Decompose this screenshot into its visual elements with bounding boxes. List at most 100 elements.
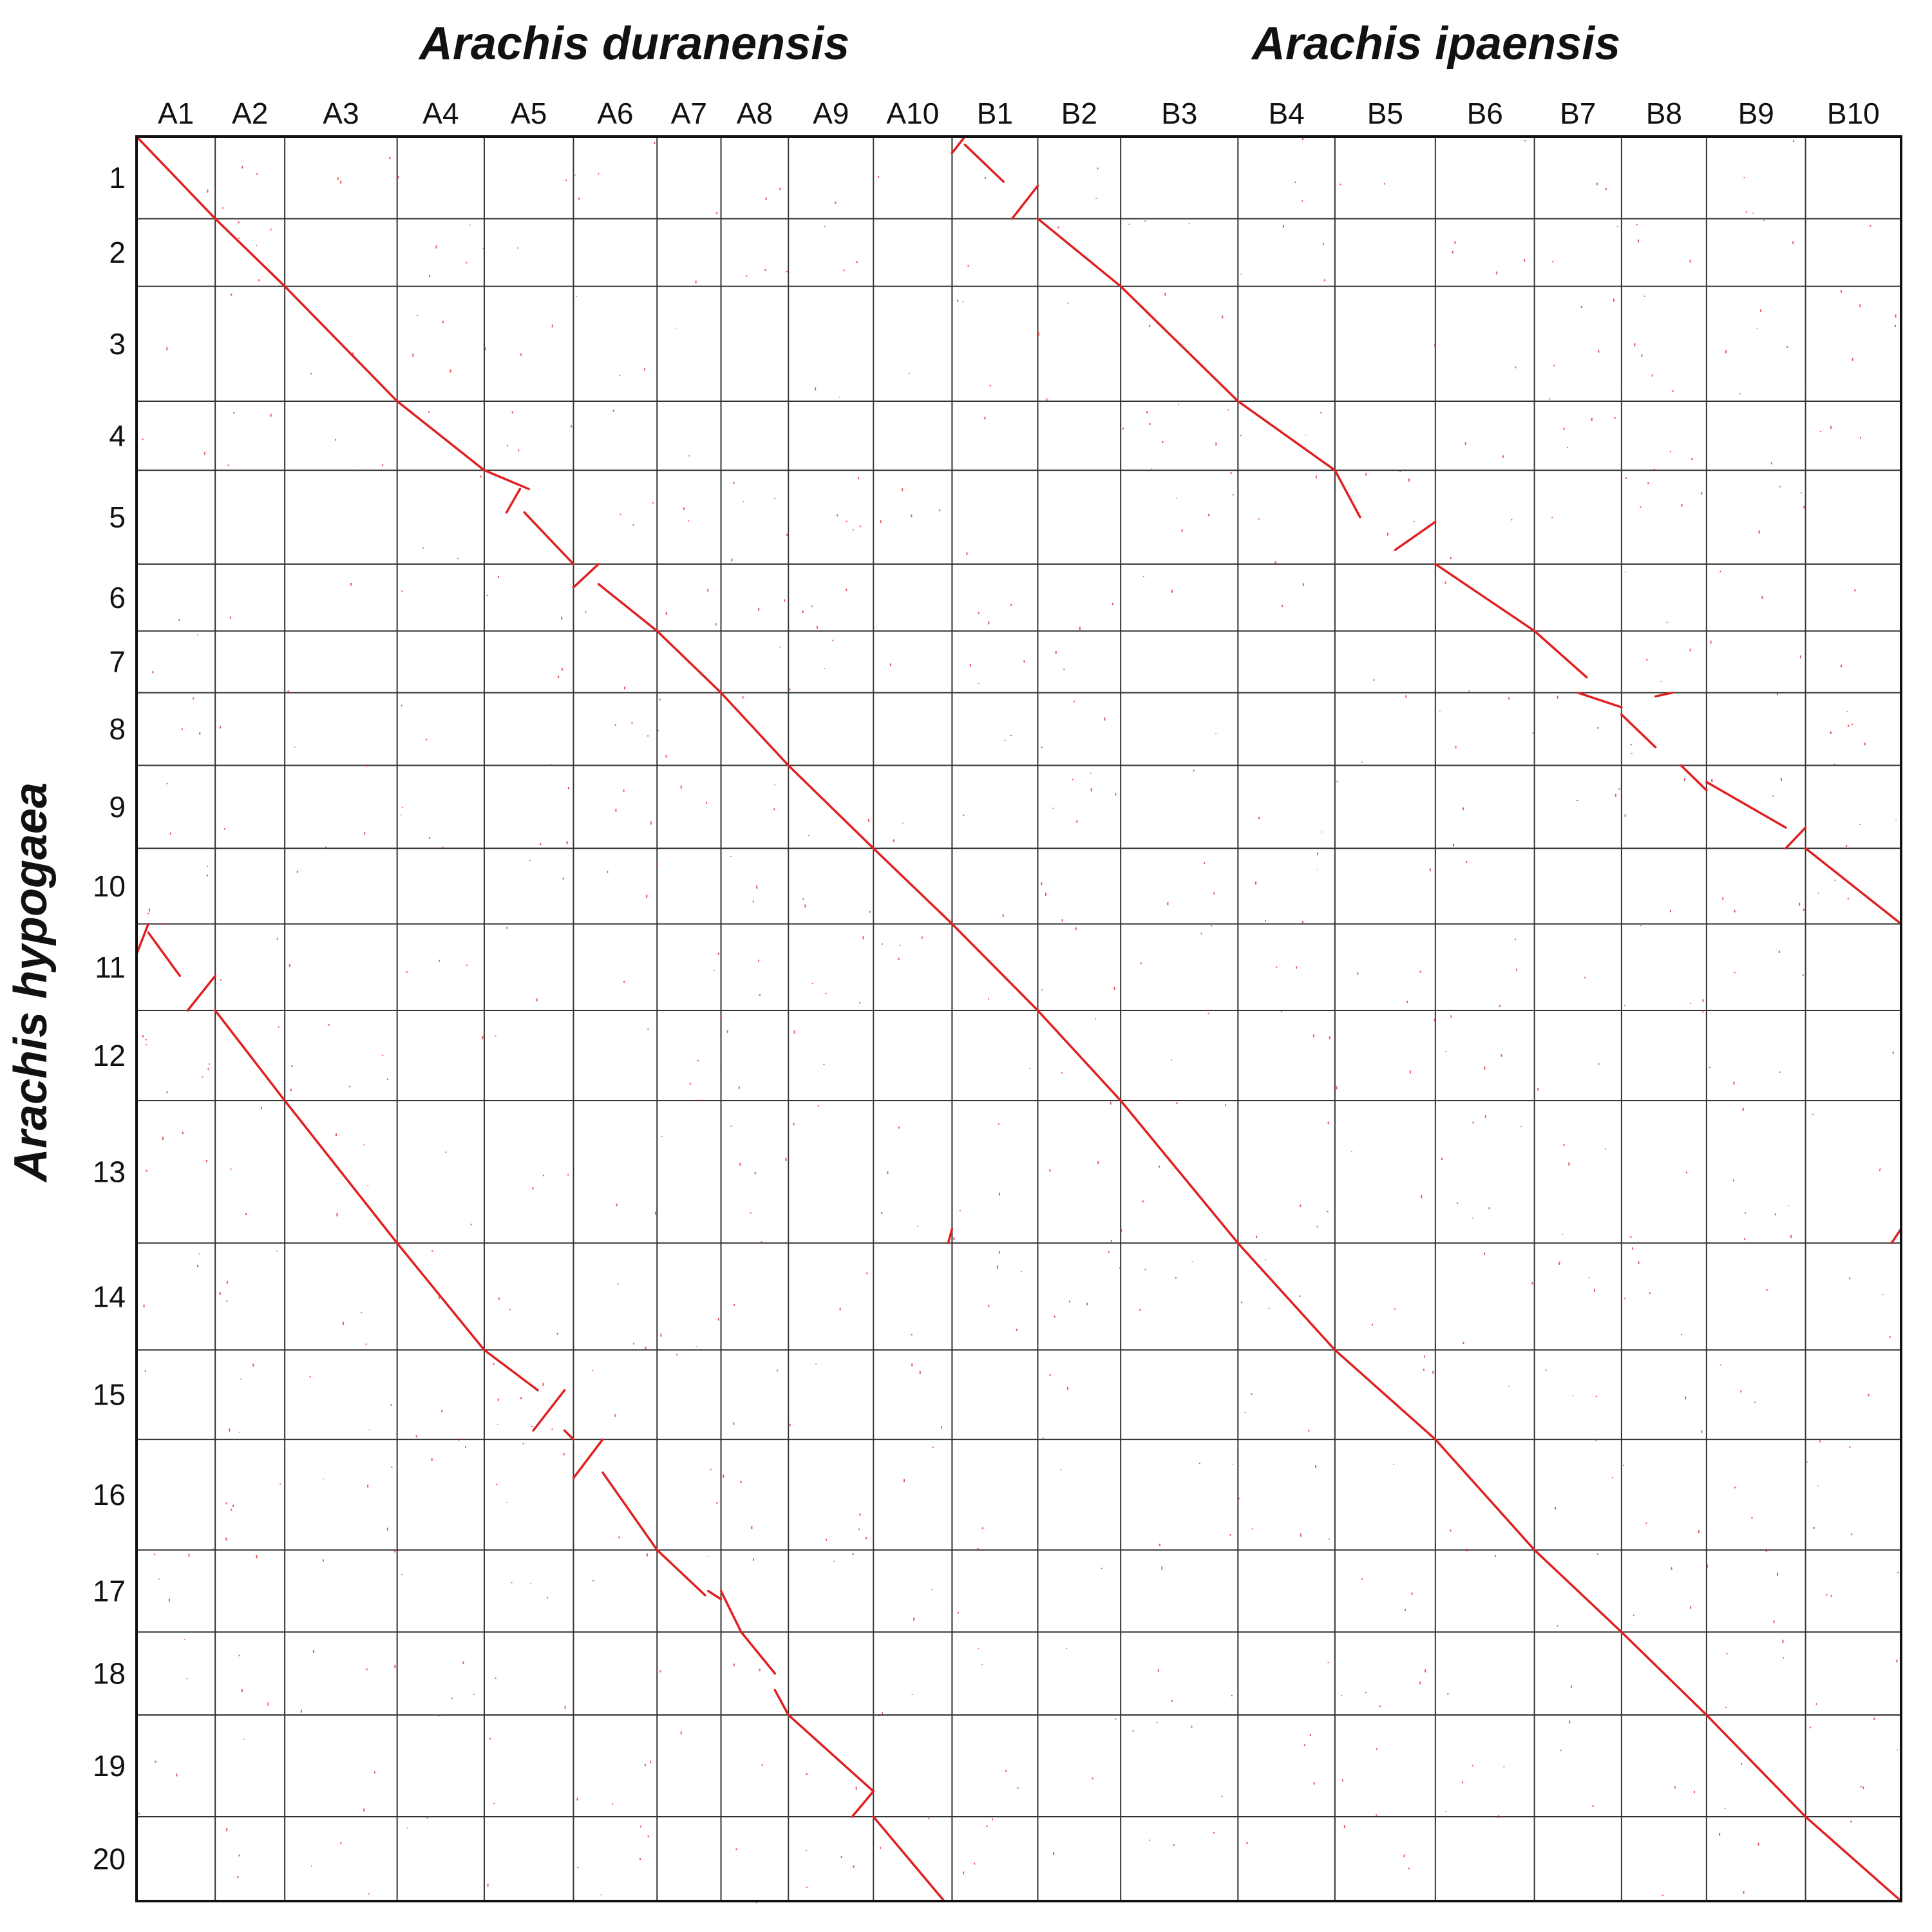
noise-dot [1757, 1842, 1759, 1846]
noise-dot [1647, 482, 1649, 484]
noise-dot [1830, 731, 1832, 735]
noise-dot [908, 372, 910, 374]
noise-dot [1251, 1393, 1253, 1396]
noise-dot [963, 1871, 965, 1875]
noise-dot [1597, 727, 1599, 729]
noise-dot [1020, 1271, 1022, 1273]
noise-dot [276, 938, 278, 940]
noise-dot [1054, 1315, 1056, 1318]
noise-dot [738, 1086, 740, 1089]
noise-dot [734, 1303, 735, 1306]
noise-dot [146, 1044, 147, 1046]
noise-dot [1624, 1298, 1626, 1300]
noise-dot [270, 413, 272, 417]
y-label-17: 17 [93, 1574, 126, 1607]
noise-dot [1740, 1390, 1742, 1393]
noise-dot [1379, 1705, 1381, 1707]
noise-dot [1651, 374, 1653, 377]
noise-dot [287, 690, 289, 693]
noise-dot [566, 841, 568, 844]
noise-dot [1309, 1734, 1311, 1737]
noise-dot [806, 1886, 808, 1888]
noise-dot [1834, 879, 1836, 881]
noise-dot [1631, 752, 1633, 754]
noise-dot [1862, 1786, 1864, 1789]
noise-dot [364, 832, 366, 835]
noise-dot [1113, 987, 1115, 990]
noise-dot [1464, 442, 1466, 445]
noise-dot [817, 1105, 819, 1107]
noise-dot [1349, 1349, 1350, 1351]
noise-dot [1782, 1640, 1784, 1643]
noise-dot [1041, 882, 1043, 886]
noise-dot [431, 1458, 433, 1461]
noise-dot [260, 1106, 262, 1110]
noise-dot [1860, 1786, 1862, 1788]
noise-dot [1010, 603, 1012, 606]
noise-dot [1817, 893, 1819, 894]
noise-dot [1709, 1066, 1710, 1068]
noise-dot [913, 1617, 915, 1621]
noise-dot [386, 1528, 388, 1531]
noise-dot [340, 1842, 342, 1844]
noise-dot [1002, 914, 1004, 917]
noise-dot [1327, 1210, 1329, 1213]
noise-dot [451, 1697, 453, 1700]
noise-dot [862, 936, 864, 940]
noise-dot [1144, 220, 1146, 222]
noise-dot [176, 1773, 178, 1777]
block-A4-14-35 [395, 1242, 486, 1351]
noise-dot [422, 547, 424, 549]
block-A8-18-44 [740, 1631, 777, 1675]
noise-dot [1773, 1620, 1775, 1624]
noise-dot [720, 1068, 722, 1071]
noise-dot [226, 1280, 228, 1284]
noise-dot [1640, 506, 1642, 508]
noise-dot [186, 1678, 188, 1680]
noise-dot [1625, 477, 1627, 479]
noise-dot [1734, 1486, 1736, 1489]
noise-dot [1847, 897, 1849, 900]
noise-dot [1806, 1461, 1808, 1463]
noise-dot [970, 663, 972, 667]
block-A5-15-37 [532, 1388, 566, 1432]
y-label-19: 19 [93, 1749, 126, 1783]
noise-dot [656, 862, 658, 866]
block-A7-7-9 [656, 629, 723, 694]
block-A5-15-36 [483, 1349, 539, 1392]
block-A9-19-47 [851, 1790, 875, 1818]
noise-dot [198, 1253, 200, 1255]
noise-dot [1630, 743, 1632, 746]
noise-dot [1142, 1200, 1144, 1203]
block-A8-17-43 [719, 1589, 743, 1634]
noise-dot [623, 980, 625, 983]
noise-dot [495, 1035, 497, 1037]
noise-dot [1779, 1071, 1781, 1073]
noise-dot [978, 612, 980, 614]
noise-dot [245, 1213, 247, 1216]
noise-dot [1592, 1805, 1594, 1807]
y-label-8: 8 [109, 712, 126, 746]
noise-dot [567, 1174, 569, 1176]
noise-dot [1023, 660, 1025, 663]
noise-dot [815, 1363, 817, 1365]
noise-dot [1743, 1891, 1745, 1894]
noise-dot [567, 787, 569, 790]
noise-dot [815, 387, 817, 391]
noise-dot [558, 676, 560, 679]
noise-dot [1173, 1844, 1175, 1846]
noise-dot [496, 1483, 498, 1485]
noise-dot [647, 1028, 649, 1030]
noise-dot [428, 411, 430, 413]
noise-dot [497, 576, 499, 578]
noise-dot [1075, 927, 1077, 931]
noise-dot [238, 1854, 240, 1857]
noise-dot [168, 1598, 170, 1602]
noise-dot [777, 1369, 779, 1372]
block-B7-17-56 [1533, 1548, 1623, 1634]
noise-dot [779, 187, 781, 191]
noise-dot [688, 455, 690, 457]
noise-dot [415, 1435, 417, 1438]
block-A5-15-38 [563, 1429, 575, 1441]
noise-dot [957, 299, 959, 302]
